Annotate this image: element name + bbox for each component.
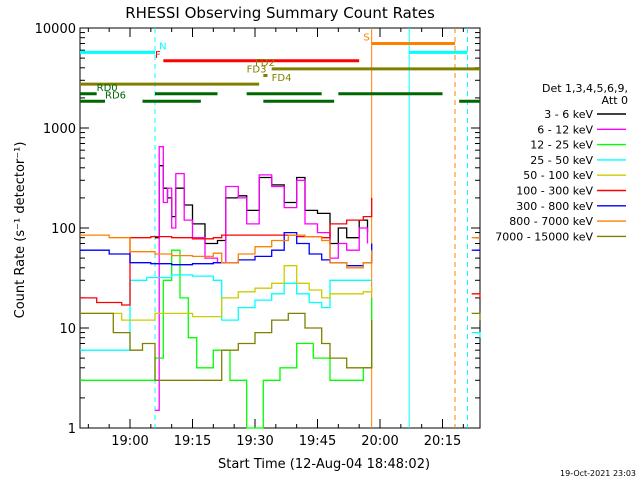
y-tick-label: 10 [59,322,76,337]
x-tick-label: 20:15 [424,434,461,449]
plot-area: 1 10 100 1000 10000 19:00 19:15 19:30 19:45 20:00… [35,22,481,449]
series-line [80,234,373,269]
y-tick-label: 1 [68,422,76,437]
series-line [80,312,373,381]
x-tick-label: 20:00 [361,434,398,449]
legend-label: 800 - 7000 keV [509,215,593,228]
flag-label: RD0 [97,83,118,94]
y-tick-label: 10000 [35,22,76,37]
x-tick-label: 19:45 [299,434,336,449]
x-tick-label: 19:00 [111,434,148,449]
flag-label: FD4 [272,73,292,84]
flag-label: FD3 [247,64,267,75]
y-axis-label: Count Rate (s⁻¹ detector⁻¹) [13,142,28,319]
x-axis-label: Start Time (12-Aug-04 18:48:02) [218,457,430,472]
timestamp: 19-Oct-2021 23:03 [560,469,636,478]
flag-label: F [155,50,161,61]
series-line [80,265,373,321]
series-line [80,197,373,306]
legend-label: 300 - 800 keV [516,200,593,213]
x-tick-label: 19:15 [174,434,211,449]
flag-label: S [363,32,369,43]
series-line-segment [471,312,481,321]
y-tick-label: 100 [51,222,76,237]
chart-title: RHESSI Observing Summary Count Rates [125,4,435,22]
legend-label: 100 - 300 keV [516,185,593,198]
legend-label: 25 - 50 keV [530,154,593,167]
legend-title: Att 0 [602,94,628,107]
flag-label: FD2 [255,58,275,69]
y-tick-label: 1000 [43,122,76,137]
series-line [155,146,369,412]
series-line-segment [471,331,481,338]
legend-title: Det 1,3,4,5,6,9, [542,82,628,95]
series-line [80,249,373,429]
flag-label: RD6 [105,90,126,101]
x-tick-label: 19:30 [236,434,273,449]
legend-label: 3 - 6 keV [544,108,593,121]
legend-label: 7000 - 15000 keV [495,230,593,243]
legend-label: 50 - 100 keV [523,169,593,182]
legend: Det 1,3,4,5,6,9,Att 0 3 - 6 keV 6 - 12 keV… [495,82,628,243]
series-line-segment [471,293,481,298]
flag-label: N [159,41,166,52]
legend-label: 6 - 12 keV [537,123,593,136]
legend-label: 12 - 25 keV [530,139,593,152]
series-line [80,274,372,351]
